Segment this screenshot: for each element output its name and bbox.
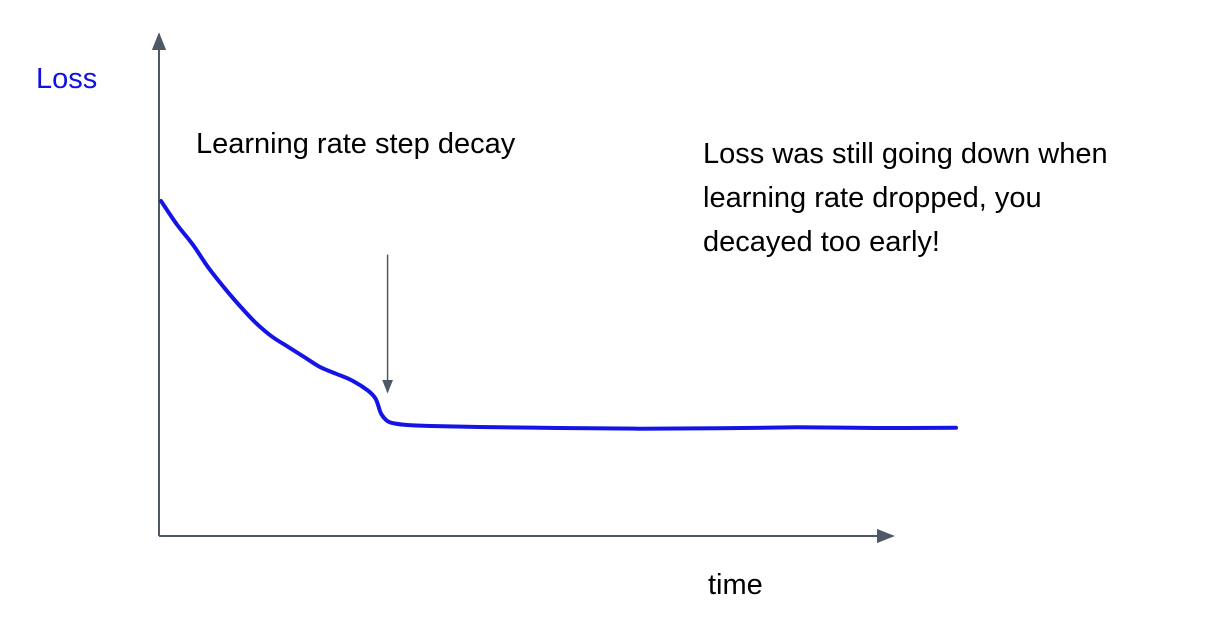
annotation-step-decay: Learning rate step decay: [196, 128, 516, 160]
loss-series-line: [159, 199, 958, 431]
x-axis-label: time: [708, 569, 763, 601]
annotation-explanation: Loss was still going down when learning …: [703, 132, 1183, 264]
annotation-explanation-line: Loss was still going down when: [703, 138, 1108, 170]
y-axis-label: Loss: [36, 63, 98, 95]
annotation-explanation-line: decayed too early!: [703, 226, 940, 258]
annotation-explanation-line: learning rate dropped, you: [703, 182, 1042, 214]
